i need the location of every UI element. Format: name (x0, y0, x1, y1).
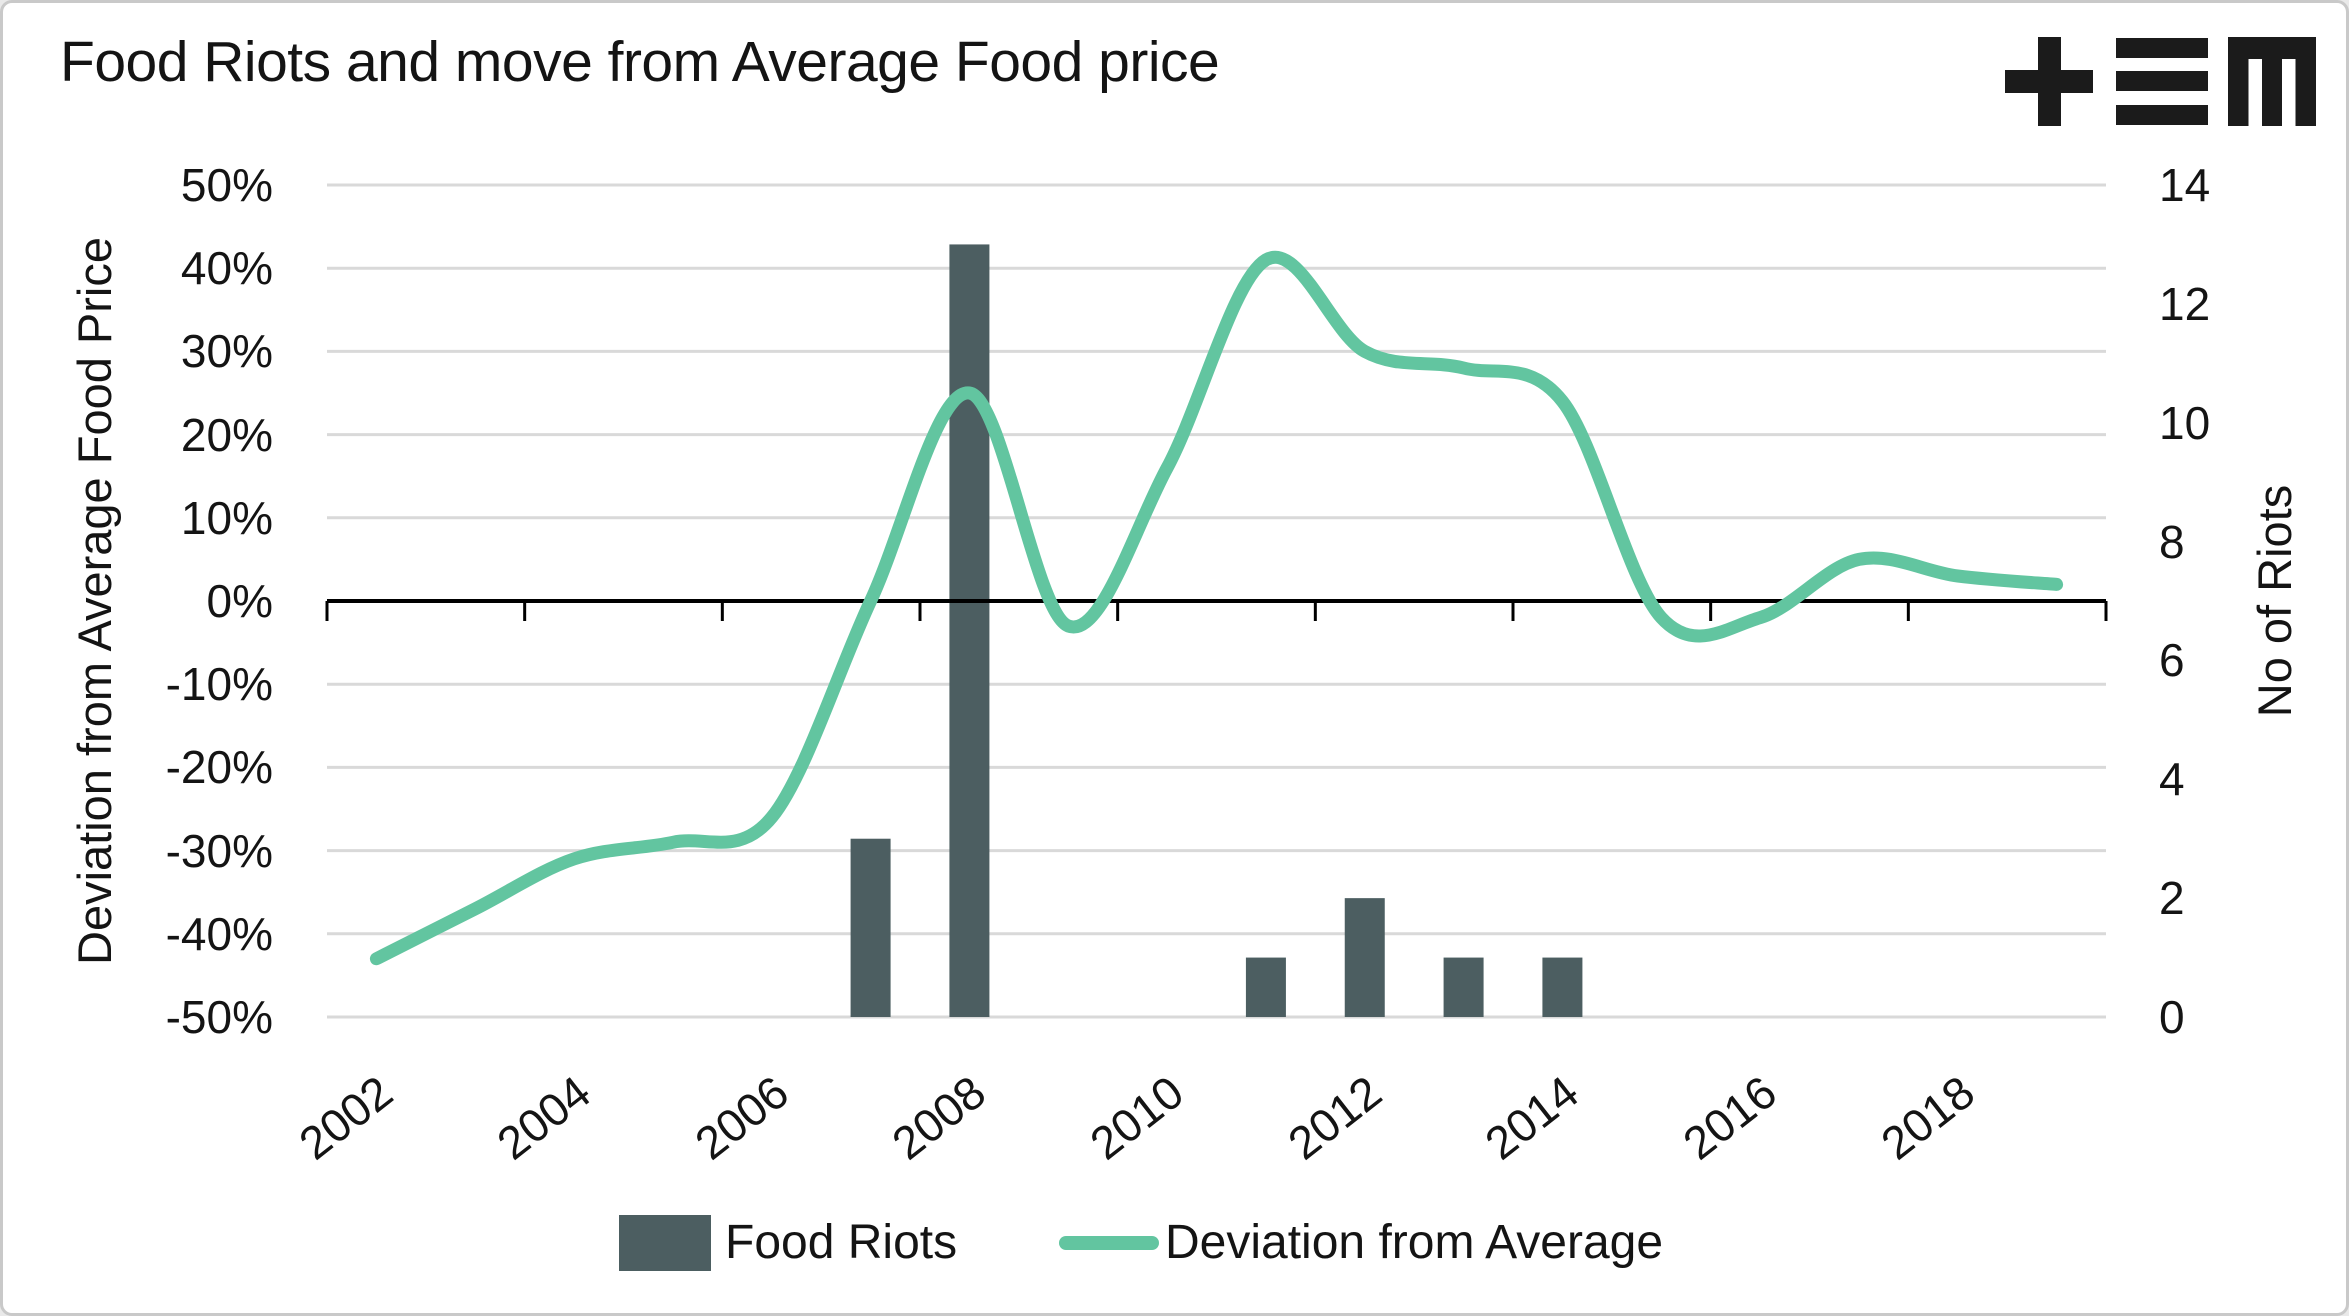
food-riots-bar (1443, 957, 1484, 1017)
triple-bar-icon (2116, 38, 2208, 125)
food-riots-bar (1245, 957, 1286, 1017)
legend-label-deviation: Deviation from Average (1165, 1216, 1664, 1269)
plot-area (325, 183, 2108, 1019)
plus-icon (2005, 37, 2093, 126)
deviation-line (369, 250, 2064, 966)
m-icon (2228, 37, 2316, 126)
left-axis-tick-label: -20% (165, 741, 273, 794)
right-axis-tick-label: 2 (2159, 872, 2185, 925)
left-axis-tick-label: 10% (180, 491, 273, 544)
left-axis-title: Deviation from Average Food Price (68, 237, 121, 965)
legend-label-food-riots: Food Riots (725, 1216, 958, 1269)
right-axis-tick-label: 14 (2159, 159, 2211, 211)
food-riots-bar (1344, 898, 1385, 1017)
food-riots-bar (949, 244, 990, 1017)
right-axis-tick-label: 10 (2159, 396, 2211, 449)
chart-title: Food Riots and move from Average Food pr… (60, 30, 1220, 94)
food-riots-bar (1542, 957, 1583, 1017)
left-axis-tick-label: -40% (165, 907, 273, 960)
right-axis-tick-label: 4 (2159, 753, 2185, 806)
left-axis-tick-label: -50% (165, 991, 273, 1043)
right-axis-tick-label: 8 (2159, 515, 2185, 568)
legend-line-swatch (1059, 1236, 1159, 1250)
left-axis-tick-label: -30% (165, 824, 273, 877)
left-axis-tick-label: 0% (206, 575, 273, 627)
right-axis-tick-label: 6 (2159, 634, 2185, 687)
left-axis-tick-label: 50% (180, 159, 273, 211)
right-axis-title: No of Riots (2248, 484, 2301, 718)
left-axis-tick-label: 20% (180, 408, 273, 461)
right-axis-tick-label: 12 (2159, 277, 2211, 330)
left-axis-tick-label: -10% (165, 658, 273, 711)
right-axis-tick-label: 0 (2159, 991, 2185, 1043)
tem-logo-icon (2005, 37, 2316, 126)
left-axis-tick-label: 30% (180, 325, 273, 378)
legend-bar-swatch (619, 1215, 711, 1271)
left-axis-tick-label: 40% (180, 242, 273, 295)
food-riots-bar (850, 838, 891, 1017)
